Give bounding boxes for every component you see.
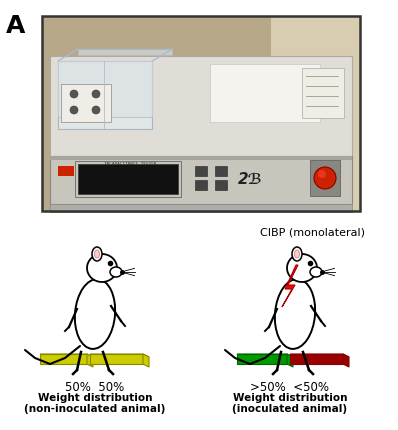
Text: 50%  50%: 50% 50% xyxy=(65,380,125,393)
Bar xyxy=(58,118,152,130)
Bar xyxy=(78,50,172,56)
Circle shape xyxy=(92,91,100,99)
Text: Weight distribution: Weight distribution xyxy=(38,392,152,402)
Bar xyxy=(42,17,360,212)
Polygon shape xyxy=(290,354,349,357)
Polygon shape xyxy=(90,354,149,357)
Ellipse shape xyxy=(310,267,322,277)
Ellipse shape xyxy=(92,247,102,261)
Bar xyxy=(195,181,207,190)
Bar xyxy=(50,157,352,161)
Ellipse shape xyxy=(295,250,300,258)
Ellipse shape xyxy=(287,255,317,283)
Circle shape xyxy=(92,107,100,115)
Polygon shape xyxy=(343,354,349,367)
Bar xyxy=(50,205,352,212)
Polygon shape xyxy=(87,354,93,367)
Polygon shape xyxy=(40,354,93,357)
Polygon shape xyxy=(40,354,87,364)
Circle shape xyxy=(314,168,336,190)
Ellipse shape xyxy=(292,247,302,261)
Ellipse shape xyxy=(275,280,315,349)
Bar xyxy=(78,165,178,194)
Text: 2ℬ: 2ℬ xyxy=(238,171,262,186)
Polygon shape xyxy=(290,354,343,364)
Text: CIBP (monolateral): CIBP (monolateral) xyxy=(260,227,365,237)
Bar xyxy=(210,65,320,123)
Polygon shape xyxy=(143,354,149,367)
Polygon shape xyxy=(90,354,143,364)
Bar xyxy=(50,57,352,157)
Circle shape xyxy=(318,171,326,178)
Bar xyxy=(42,17,360,212)
Ellipse shape xyxy=(110,267,122,277)
Polygon shape xyxy=(237,354,293,357)
Text: (non-inoculated animal): (non-inoculated animal) xyxy=(24,403,166,413)
Circle shape xyxy=(70,107,78,115)
Bar xyxy=(271,17,360,212)
Polygon shape xyxy=(287,354,293,367)
Polygon shape xyxy=(282,265,298,307)
Bar xyxy=(310,161,340,197)
Bar xyxy=(61,85,111,123)
Ellipse shape xyxy=(75,280,115,349)
Bar xyxy=(215,166,227,177)
Bar xyxy=(195,166,207,177)
Bar xyxy=(215,181,227,190)
Text: >50%  <50%: >50% <50% xyxy=(250,380,330,393)
Text: A: A xyxy=(6,14,25,38)
Circle shape xyxy=(70,91,78,99)
Text: INCAPACITANCE TESTER: INCAPACITANCE TESTER xyxy=(104,162,156,166)
Text: (inoculated animal): (inoculated animal) xyxy=(232,403,347,413)
Bar xyxy=(302,69,344,119)
Ellipse shape xyxy=(94,250,100,258)
Polygon shape xyxy=(237,354,287,364)
Bar xyxy=(75,162,181,197)
Bar xyxy=(58,62,152,130)
Text: Weight distribution: Weight distribution xyxy=(233,392,347,402)
Bar xyxy=(50,157,352,205)
Bar xyxy=(58,166,74,177)
Ellipse shape xyxy=(87,255,117,283)
